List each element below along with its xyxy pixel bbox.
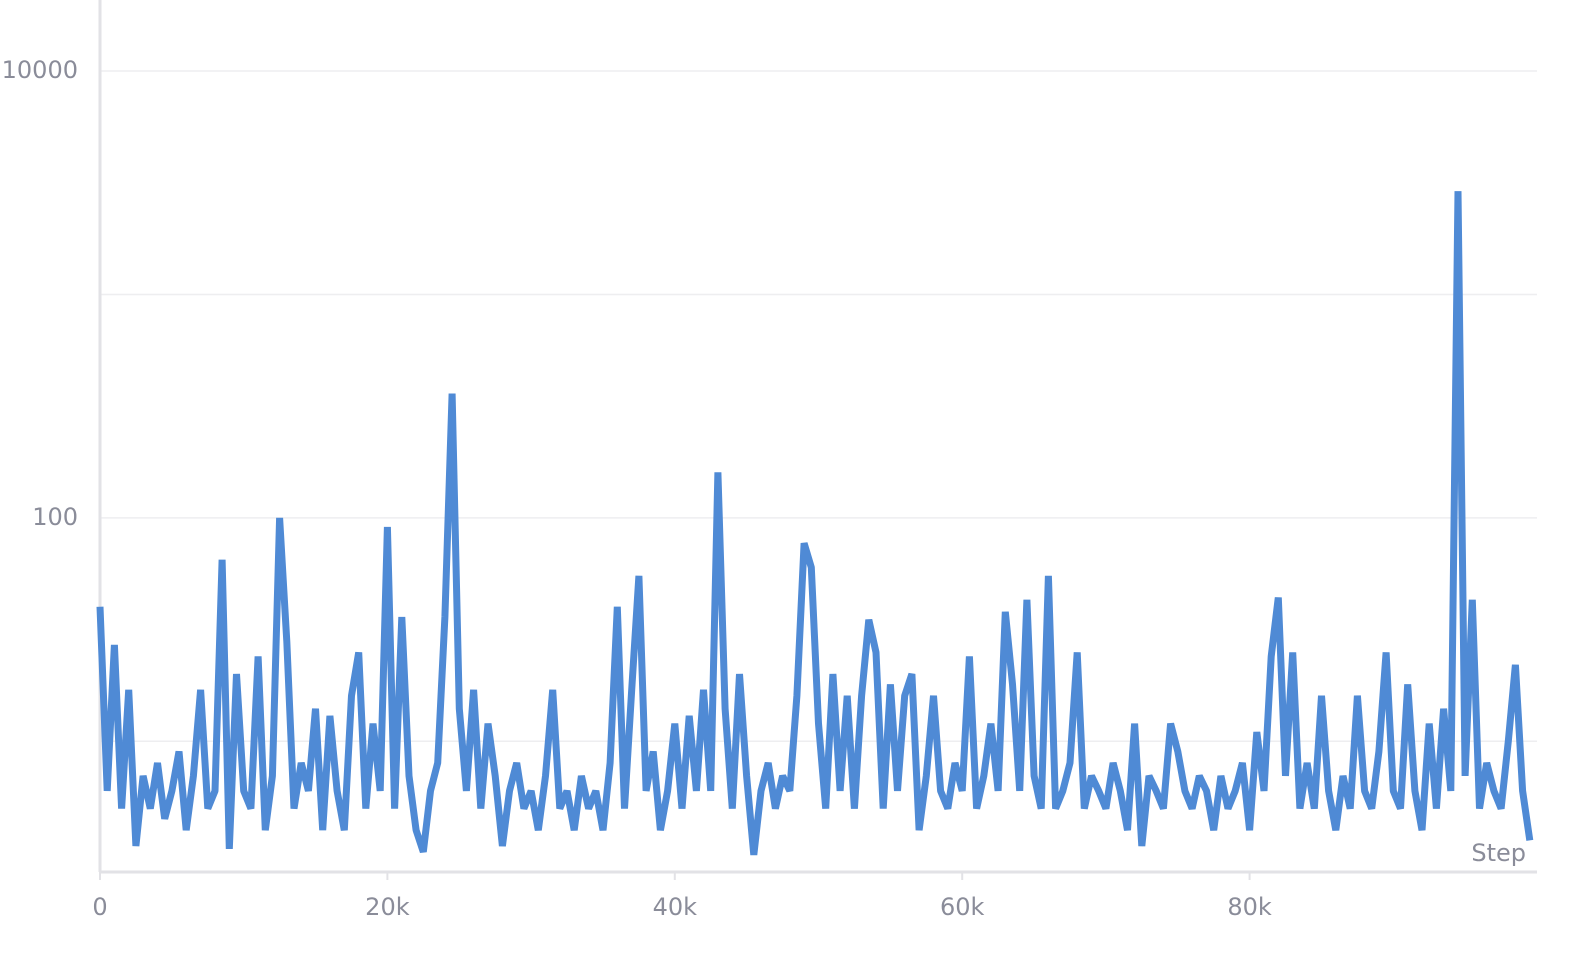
x-tick-label: 80k bbox=[1227, 893, 1272, 921]
x-tick-label: 60k bbox=[940, 893, 985, 921]
x-tick-label: 20k bbox=[365, 893, 410, 921]
y-tick-label: 100 bbox=[32, 503, 78, 531]
x-tick-label: 0 bbox=[92, 893, 107, 921]
series-line bbox=[96, 191, 1534, 856]
y-tick-label: 10000 bbox=[2, 56, 78, 84]
x-axis-label: Step bbox=[1471, 839, 1526, 867]
x-tick-label: 40k bbox=[653, 893, 698, 921]
